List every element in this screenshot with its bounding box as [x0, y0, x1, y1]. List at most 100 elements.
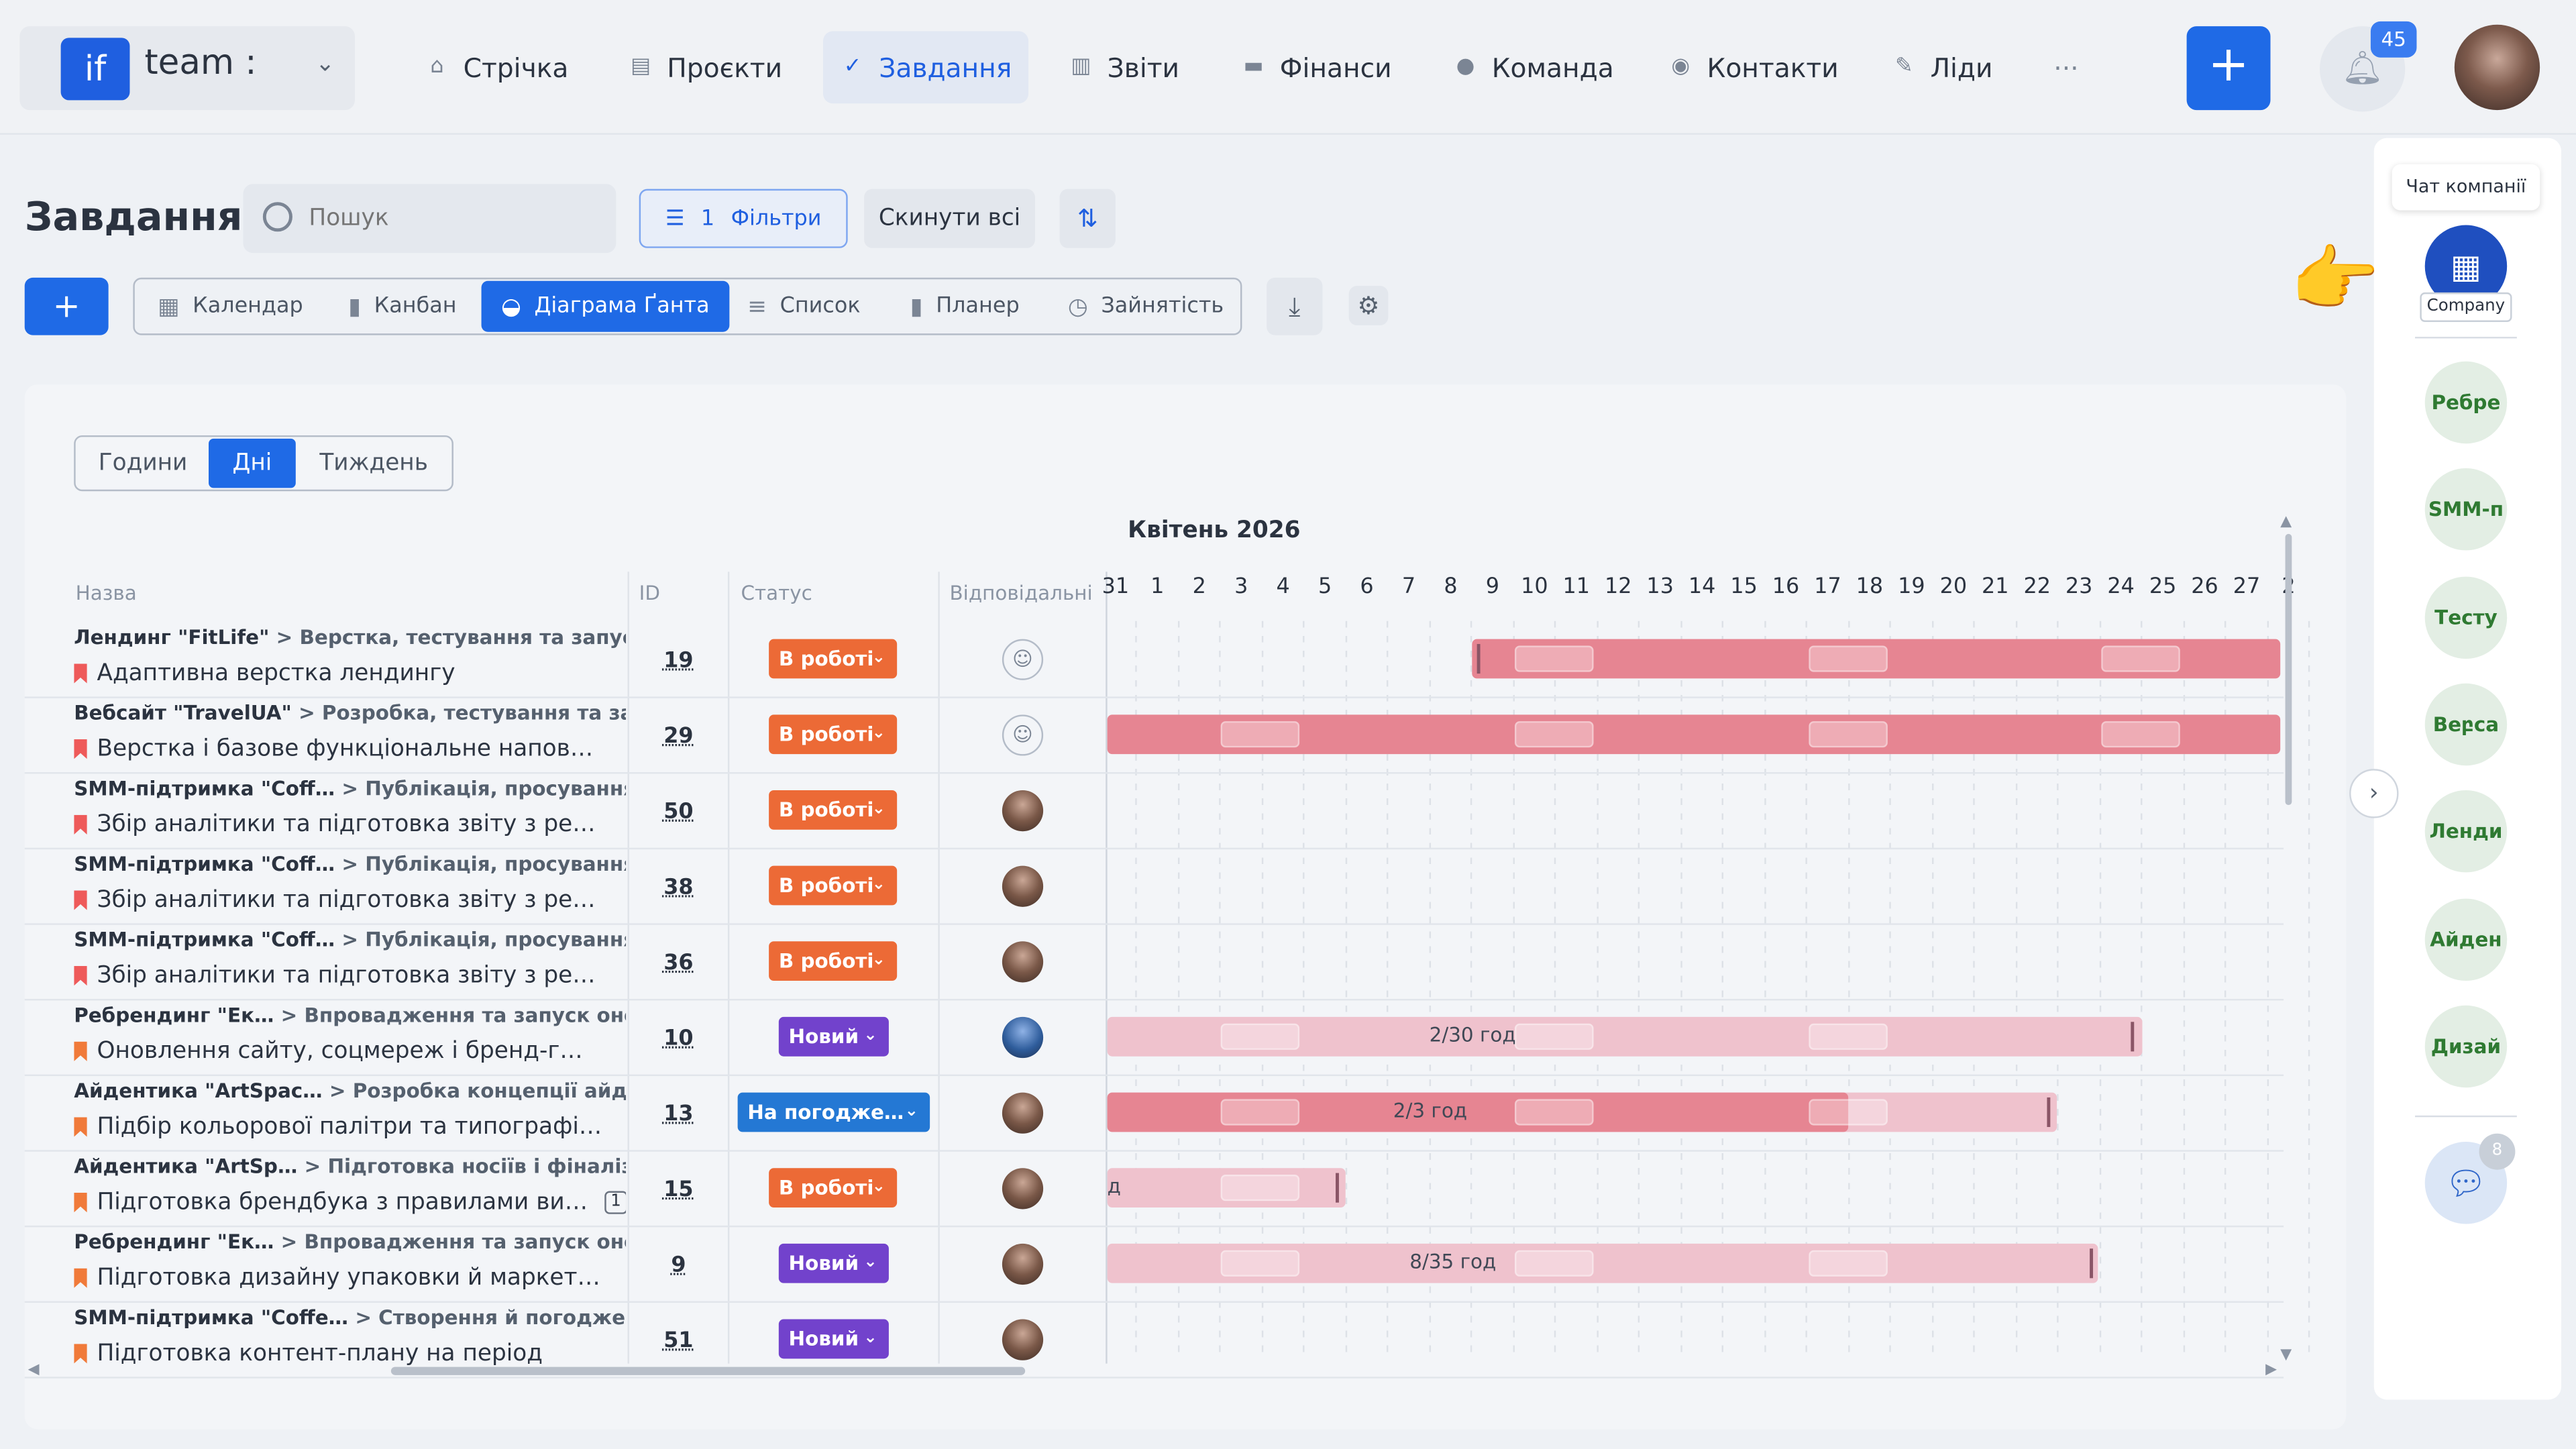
status-dropdown[interactable]: В роботі ⌄ [769, 639, 898, 679]
task-row[interactable]: Збір аналітики та підготовка звіту з ре… [74, 812, 626, 838]
chat-shortcut[interactable]: Ленди [2424, 790, 2508, 873]
scale-days[interactable]: Дні [209, 438, 296, 488]
scroll-down-arrow[interactable]: ▼ [2280, 1347, 2292, 1364]
task-row[interactable]: Підбір кольорової палітри та типографі… [74, 1114, 626, 1140]
status-dropdown[interactable]: В роботі ⌄ [769, 941, 898, 981]
gantt-bar-handle[interactable] [1477, 644, 1481, 674]
user-avatar[interactable] [2454, 24, 2540, 111]
task-title[interactable]: Збір аналітики та підготовка звіту з ре… [97, 963, 596, 989]
task-project-path[interactable]: Айдентика "ArtSp… > Підготовка носіїв і … [74, 1155, 626, 1178]
task-id[interactable]: 19 [663, 649, 694, 674]
column-divider[interactable] [727, 572, 730, 1364]
project-name[interactable]: SMM-підтримка "Coff… [74, 777, 335, 800]
view-list[interactable]: ≡ Список [747, 293, 861, 320]
vertical-scroll-thumb[interactable] [2285, 533, 2292, 806]
view-workload[interactable]: ◷ Зайнятість [1067, 293, 1224, 320]
phase-name[interactable]: > Створення й погодження к… [355, 1305, 626, 1330]
nav-tasks[interactable]: ✓ Завдання [822, 31, 1028, 104]
column-assignee-header[interactable]: Відповідальні [949, 581, 1093, 605]
status-dropdown[interactable]: На погодже… ⌄ [737, 1092, 930, 1132]
expand-sidebar-button[interactable]: › [2349, 769, 2399, 818]
nav-finance[interactable]: ▬ Фінанси [1224, 32, 1409, 104]
gantt-bar-handle[interactable] [1336, 1173, 1339, 1203]
phase-name[interactable]: > Публікація, просування та а… [341, 777, 627, 800]
task-id[interactable]: 29 [663, 724, 694, 749]
task-title[interactable]: Верстка і базове функціональне напов… [97, 736, 594, 763]
status-dropdown[interactable]: Новий ⌄ [778, 1243, 889, 1283]
gantt-bar[interactable] [1472, 639, 2281, 679]
gantt-bar[interactable] [1107, 714, 2281, 755]
reset-filters-button[interactable]: Скинути всі [864, 189, 1035, 248]
gantt-bar[interactable]: 8/35 год [1107, 1243, 2098, 1283]
status-dropdown[interactable]: В роботі ⌄ [769, 714, 898, 755]
view-planner[interactable]: ▮ Планер [910, 293, 1020, 320]
task-id[interactable]: 15 [663, 1177, 694, 1203]
phase-name[interactable]: > Розробка концепції айденти… [329, 1079, 627, 1103]
chat-shortcut[interactable]: Тесту [2424, 576, 2508, 659]
scroll-up-arrow[interactable]: ▲ [2280, 514, 2292, 531]
task-project-path[interactable]: SMM-підтримка "Coffe… > Створення й пого… [74, 1306, 626, 1329]
phase-name[interactable]: > Розробка, тестування та запуск [299, 701, 626, 725]
project-name[interactable]: SMM-підтримка "Coffe… [74, 1305, 349, 1330]
task-row[interactable]: Збір аналітики та підготовка звіту з ре… [74, 963, 626, 989]
task-project-path[interactable]: Ребрендинг "Ек… > Впровадження та запуск… [74, 1230, 626, 1253]
gantt-bar[interactable]: д [1107, 1168, 1346, 1208]
phase-name[interactable]: > Впровадження та запуск оновлен… [280, 1230, 626, 1254]
gantt-bar-handle[interactable] [2090, 1248, 2094, 1279]
settings-button[interactable]: ⚙ [1348, 286, 1389, 325]
nav-reports[interactable]: ▥ Звіти [1051, 32, 1195, 104]
filters-button[interactable]: ☰ 1 Фільтри [639, 189, 848, 248]
task-id[interactable]: 50 [663, 800, 694, 825]
scroll-left-arrow[interactable]: ◀ [28, 1362, 40, 1379]
project-name[interactable]: SMM-підтримка "Coff… [74, 853, 335, 876]
create-button[interactable]: + [2186, 26, 2271, 111]
task-row[interactable]: Адаптивна верстка лендингу [74, 660, 626, 687]
task-title[interactable]: Оновлення сайту, соцмереж і бренд-г… [97, 1038, 583, 1065]
task-row[interactable]: Підготовка контент-плану на період [74, 1340, 626, 1367]
add-task-button[interactable]: + [24, 277, 109, 335]
column-status-header[interactable]: Статус [741, 581, 812, 605]
task-id[interactable]: 13 [663, 1102, 694, 1128]
chat-shortcut[interactable]: Айден [2424, 898, 2508, 980]
task-title[interactable]: Підбір кольорової палітри та типографі… [97, 1114, 602, 1140]
column-divider[interactable] [938, 572, 940, 1364]
view-gantt[interactable]: ◒ Діаграма Ґанта [481, 280, 729, 332]
chat-shortcut[interactable]: SMM-п [2424, 468, 2508, 551]
nav-contacts[interactable]: ◉ Контакти [1651, 32, 1855, 104]
status-dropdown[interactable]: Новий ⌄ [778, 1016, 889, 1057]
status-dropdown[interactable]: В роботі ⌄ [769, 1168, 898, 1208]
task-title[interactable]: Підготовка дизайну упаковки й маркет… [97, 1265, 600, 1291]
task-project-path[interactable]: Айдентика "ArtSpac… > Розробка концепції… [74, 1079, 626, 1102]
assignee-avatar[interactable] [1002, 1243, 1044, 1285]
status-dropdown[interactable]: В роботі ⌄ [769, 790, 898, 830]
task-title[interactable]: Збір аналітики та підготовка звіту з ре… [97, 811, 596, 838]
task-project-path[interactable]: Лендинг "FitLife" > Верстка, тестування … [74, 626, 626, 649]
task-title[interactable]: Збір аналітики та підготовка звіту з ре… [97, 887, 596, 914]
task-project-path[interactable]: Ребрендинг "Ек… > Впровадження та запуск… [74, 1004, 626, 1026]
task-id[interactable]: 9 [671, 1253, 686, 1279]
task-row[interactable]: Підготовка брендбука з правилами ви… 1 [74, 1189, 627, 1216]
phase-name[interactable]: > Підготовка носіїв і фіналізація … [304, 1155, 626, 1178]
task-row[interactable]: Верстка і базове функціональне напов… [74, 736, 626, 762]
phase-name[interactable]: > Публікація, просування та а… [341, 928, 627, 951]
nav-leads[interactable]: ✎ Ліди [1874, 32, 2009, 104]
task-row[interactable]: Підготовка дизайну упаковки й маркет… [74, 1265, 626, 1291]
gantt-bar[interactable]: 2/3 год [1107, 1092, 2057, 1132]
view-calendar[interactable]: ▦ Календар [158, 293, 303, 320]
task-row[interactable]: Збір аналітики та підготовка звіту з ре… [74, 887, 626, 914]
assignee-avatar[interactable] [1002, 1168, 1044, 1210]
nav-team[interactable]: ● Команда [1436, 32, 1630, 104]
task-id[interactable]: 10 [663, 1026, 694, 1052]
phase-name[interactable]: > Впровадження та запуск оновлен… [280, 1004, 626, 1027]
download-button[interactable]: ⤓ [1267, 277, 1323, 335]
chat-shortcut[interactable]: Веբса [2424, 683, 2508, 765]
task-id[interactable]: 38 [663, 875, 694, 901]
gantt-bar-handle[interactable] [2047, 1097, 2051, 1128]
scale-hours[interactable]: Години [98, 450, 188, 477]
task-row[interactable]: Оновлення сайту, соцмереж і бренд-г… [74, 1038, 626, 1065]
team-switcher[interactable]: if team : ⌄ [19, 26, 355, 111]
grid-divider[interactable] [1106, 572, 1108, 1364]
view-kanban[interactable]: ▮ Канбан [348, 293, 457, 320]
gantt-bar-handle[interactable] [2131, 1022, 2135, 1052]
assign-user-icon[interactable]: ☺ [1002, 714, 1044, 756]
